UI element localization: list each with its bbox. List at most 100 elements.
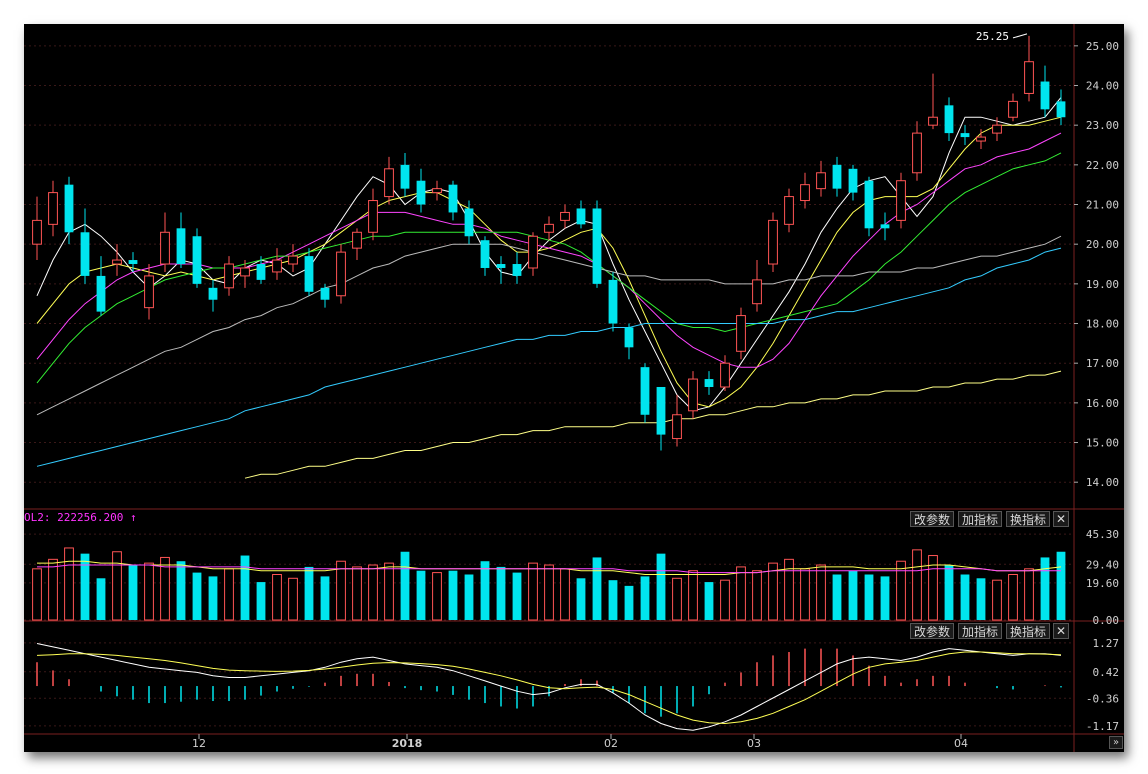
expand-icon[interactable]: » [1109,736,1123,749]
candle-body [160,231,170,265]
moving-average-line-1 [36,97,1062,412]
volume-indicator-value: OL2: 222256.200 [24,511,124,524]
vol-switch-indicator-button[interactable]: 换指标 [1006,511,1051,527]
volume-bar [576,578,586,620]
candle-body [48,192,58,225]
volume-bar [656,553,666,620]
macd-dif-line [36,643,1062,731]
vol-add-indicator-button[interactable]: 加指标 [958,511,1003,527]
candle-body [320,287,330,300]
candle-body [816,172,826,190]
volume-bar [816,564,826,621]
volume-bar [352,566,362,621]
candle-body [1008,100,1018,118]
macd-dea-line [36,651,1062,725]
max-price-annotation: 25.25 [976,30,1009,43]
candle-body [704,379,714,387]
moving-average-line-5 [36,235,1062,416]
volume-tick-label: 0.00 [1093,614,1120,627]
vol-change-params-button[interactable]: 改参数 [910,511,955,527]
volume-tick-label: 29.40 [1086,558,1119,571]
volume-bar [448,570,458,620]
price-tick-label: 22.00 [1086,159,1119,172]
candle-body [64,184,74,233]
volume-bar [240,555,250,620]
candle-body [400,164,410,189]
volume-bar [416,570,426,620]
candle-body [752,279,762,305]
volume-bar [48,558,58,621]
candle-body [608,279,618,324]
volume-bar [320,576,330,620]
volume-bar [192,572,202,620]
price-tick-label: 19.00 [1086,278,1119,291]
candle-body [352,231,362,249]
volume-average-line-2 [37,564,1061,574]
candle-body [1056,101,1066,118]
volume-bar [160,556,170,621]
volume-bar [928,555,938,621]
volume-bar [384,562,394,621]
moving-average-line-7 [244,370,1062,479]
volume-bar [224,568,234,621]
macd-tick-label: 1.27 [1093,637,1120,650]
candle-body [336,251,346,297]
volume-bar [912,549,922,621]
volume-bar [128,565,138,620]
volume-bar [32,568,42,621]
moving-average-line-6 [36,247,1062,467]
candle-body [592,208,602,284]
candle-body [688,378,698,412]
moving-average-line-3 [36,132,1062,368]
vol-close-icon[interactable]: ✕ [1053,511,1069,527]
volume-bar [720,579,730,621]
volume-bar [960,574,970,620]
volume-bar [208,576,218,620]
volume-bar [736,566,746,621]
price-tick-label: 17.00 [1086,357,1119,370]
time-axis-label: 2018 [392,737,423,750]
candle-body [208,287,218,300]
macd-change-params-button[interactable]: 改参数 [910,623,955,639]
candle-body [672,414,682,440]
candle-body [176,228,186,265]
candle-body [256,264,266,280]
price-tick-label: 20.00 [1086,238,1119,251]
candle-body [384,168,394,198]
time-axis-label: 02 [604,737,618,750]
volume-bar [768,562,778,621]
candle-body [768,219,778,265]
candle-body [992,124,1002,134]
volume-bar [784,558,794,621]
candle-body [288,255,298,265]
candle-body [848,168,858,193]
candle-body [112,259,122,265]
volume-bar [592,557,602,620]
volume-bar [256,582,266,620]
volume-bar [144,562,154,621]
candle-body [864,180,874,229]
volume-bar [80,553,90,620]
volume-bar [688,570,698,621]
candle-body [464,208,474,237]
candle-body [32,219,42,245]
macd-switch-indicator-button[interactable]: 换指标 [1006,623,1051,639]
candle-body [96,275,106,312]
up-arrow-icon: ↑ [129,511,137,524]
macd-add-indicator-button[interactable]: 加指标 [958,623,1003,639]
candle-body [976,136,986,142]
macd-close-icon[interactable]: ✕ [1053,623,1069,639]
candle-body [896,180,906,221]
candle-body [544,223,554,233]
volume-bar [896,560,906,621]
candle-body [448,184,458,213]
volume-bar [752,570,762,621]
candle-body [432,188,442,194]
candle-body [640,367,650,415]
volume-bar [624,585,634,620]
candle-body [624,327,634,348]
volume-bar [944,565,954,620]
candle-body [224,263,234,289]
volume-indicator-label: OL2: 222256.200 ↑ [24,511,137,524]
candle-body [656,386,666,435]
